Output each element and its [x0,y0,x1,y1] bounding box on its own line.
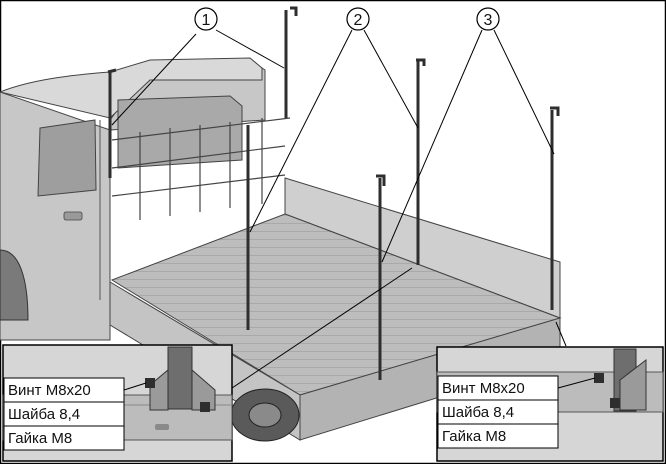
callout-2: 2 [249,7,419,233]
truck-cab [0,57,266,341]
detail-leader-left [231,267,413,389]
callout-1-label: 1 [202,12,211,29]
callout-3: 3 [381,7,555,263]
left-label-nut: Гайка М8 [8,430,72,447]
callout-1: 1 [111,7,285,126]
left-detail-inset: Винт М8х20 Шайба 8,4 Гайка М8 [2,344,233,462]
right-label-washer: Шайба 8,4 [442,404,514,421]
left-label-washer: Шайба 8,4 [8,406,80,423]
right-label-screw: Винт М8х20 [442,380,525,397]
callout-3-label: 3 [484,12,493,29]
stake-posts [107,6,560,380]
headboard-rack [111,117,291,220]
callout-2-label: 2 [354,12,363,29]
detail-leader-right [555,321,567,347]
right-detail-inset: Винт М8х20 Шайба 8,4 Гайка М8 [436,346,664,462]
left-label-screw: Винт М8х20 [8,382,91,399]
right-label-nut: Гайка М8 [442,428,506,445]
